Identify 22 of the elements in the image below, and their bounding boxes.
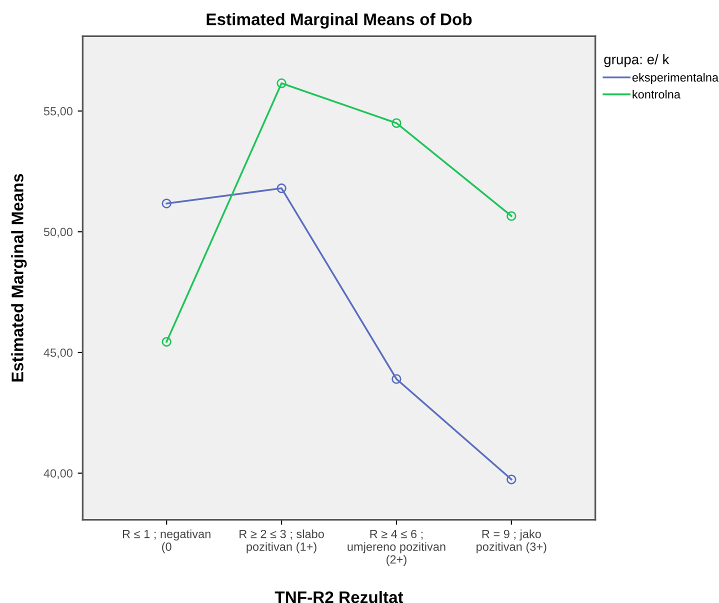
legend-label: kontrolna (632, 90, 680, 99)
y-tick-label: 40,00 (44, 469, 73, 479)
legend-label: eksperimentalna (632, 72, 719, 84)
legend-title: grupa: e/ k (604, 54, 670, 68)
x-tick-label: R = 9 ; jako pozitivan (3+) (476, 530, 546, 554)
x-tick-label: R ≤ 1 ; negativan (0 (122, 530, 210, 554)
point (276, 183, 286, 194)
y-tick-label: 50,00 (44, 228, 73, 238)
x-tick-label: R ≥ 2 ≤ 3 ; slabo pozitivan (1+) (240, 530, 324, 554)
x-tick-label: R ≥ 4 ≤ 6 ; umjereno pozitivan (2+) (348, 530, 446, 566)
point (162, 198, 172, 208)
point (162, 336, 172, 347)
point (506, 211, 516, 221)
y-axis-title: Estimated Marginal Means (11, 174, 27, 382)
y-tick-label: 55,00 (44, 107, 73, 117)
point (392, 374, 402, 384)
x-axis-title: TNF-R2 Rezultat (274, 590, 404, 603)
chart-title: Estimated Marginal Means of Dob (206, 12, 472, 29)
point (392, 118, 402, 128)
point (276, 78, 286, 88)
y-tick-label: 45,00 (44, 348, 73, 358)
point (506, 474, 516, 484)
